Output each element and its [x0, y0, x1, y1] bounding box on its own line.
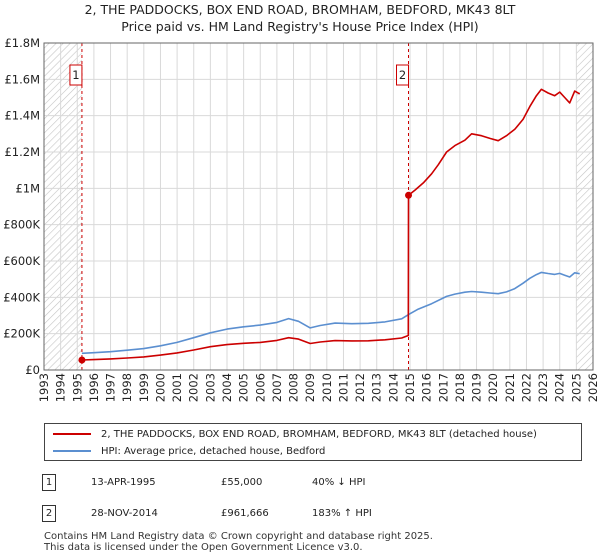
x-tick-label: 2023: [536, 373, 550, 402]
x-tick-label: 2021: [503, 373, 517, 402]
x-tick-label: 2015: [403, 373, 417, 402]
hatched-region-2: [576, 43, 593, 370]
sale-2-date: 28-NOV-2014: [91, 508, 158, 519]
plot-area: [44, 43, 593, 370]
legend-item-hpi: HPI: Average price, detached house, Bedf…: [53, 443, 325, 459]
x-tick-label: 2025: [569, 373, 583, 402]
y-tick-label: £1.8M: [4, 36, 40, 50]
y-tick-label: £600K: [3, 254, 40, 268]
sale-2-marker-label: 2: [399, 68, 406, 82]
sale-2-point: [405, 191, 413, 199]
sale-2-hpi-change: 183% ↑ HPI: [312, 508, 372, 519]
sale-1-hpi-change: 40% ↓ HPI: [312, 477, 366, 488]
sale-2-price: £961,666: [221, 508, 269, 519]
x-tick-label: 2001: [170, 373, 184, 402]
x-tick-label: 2018: [453, 373, 467, 402]
chart-title: 2, THE PADDOCKS, BOX END ROAD, BROMHAM, …: [0, 1, 600, 35]
legend-hpi-label: HPI: Average price, detached house, Bedf…: [101, 445, 326, 457]
price-chart: 1 2 £0 £200K £400K £600K £800K £1M £1.2M £1.4M £1…: [3, 36, 600, 402]
footer: Contains HM Land Registry data © Crown c…: [44, 531, 433, 553]
x-tick-label: 2000: [153, 373, 167, 402]
legend-property-label: 2, THE PADDOCKS, BOX END ROAD, BROMHAM, …: [101, 428, 537, 440]
sale-1-point: [78, 356, 86, 364]
x-tick-label: 2007: [270, 373, 284, 402]
x-tick-label: 2009: [303, 373, 317, 402]
sale-2-marker-box: [396, 64, 410, 86]
x-tick-label: 1995: [70, 373, 84, 402]
x-tick-label: 2006: [253, 373, 267, 402]
footer-copyright: Contains HM Land Registry data © Crown c…: [44, 531, 433, 542]
chart-title-line2: Price paid vs. HM Land Registry's House …: [121, 19, 479, 34]
y-tick-label: £800K: [3, 218, 40, 232]
x-tick-label: 2026: [586, 373, 600, 402]
y-tick-label: £1M: [15, 181, 40, 195]
x-tick-label: 2024: [553, 373, 567, 402]
x-tick-label: 2011: [336, 373, 350, 402]
x-tick-label: 2016: [420, 373, 434, 402]
x-tick-label: 2008: [287, 373, 301, 402]
y-tick-label: £400K: [3, 290, 40, 304]
x-tick-label: 2014: [386, 373, 400, 402]
x-tick-label: 2005: [237, 373, 251, 402]
x-tick-label: 2003: [203, 373, 217, 402]
x-tick-label: 2020: [486, 373, 500, 402]
x-tick-label: 2013: [370, 373, 384, 402]
sale-1-marker-label: 1: [72, 68, 79, 82]
x-tick-label: 1997: [104, 373, 118, 402]
hatched-region-1: [44, 43, 82, 370]
footer-licence: This data is licensed under the Open Gov…: [44, 542, 363, 553]
x-tick-label: 2019: [470, 373, 484, 402]
y-tick-label: £200K: [3, 327, 40, 341]
x-tick-label: 2012: [353, 373, 367, 402]
legend-hpi-swatch: [53, 450, 91, 452]
x-tick-label: 2022: [519, 373, 533, 402]
legend-property-swatch: [53, 433, 91, 435]
x-tick-label: 2004: [220, 373, 234, 402]
sale-2-number: 2: [42, 505, 56, 522]
sale-1-date: 13-APR-1995: [91, 477, 156, 488]
legend-item-property: 2, THE PADDOCKS, BOX END ROAD, BROMHAM, …: [53, 426, 537, 442]
x-tick-label: 2017: [436, 373, 450, 402]
x-tick-label: 2002: [187, 373, 201, 402]
x-tick-label: 1996: [87, 373, 101, 402]
x-tick-label: 1993: [37, 373, 51, 402]
property-price-line: [81, 88, 581, 361]
x-tick-label: 2010: [320, 373, 334, 402]
y-tick-label: £1.6M: [4, 72, 40, 86]
y-tick-label: £0: [25, 363, 40, 377]
sale-1-number: 1: [42, 474, 56, 491]
sale-1-price: £55,000: [221, 477, 263, 488]
y-tick-label: £1.4M: [4, 109, 40, 123]
x-tick-label: 1999: [137, 373, 151, 402]
plot-border: [43, 42, 594, 371]
x-tick-label: 1998: [120, 373, 134, 402]
chart-title-line1: 2, THE PADDOCKS, BOX END ROAD, BROMHAM, …: [84, 2, 516, 17]
x-tick-label: 1994: [54, 373, 68, 402]
sale-1-marker-box: [69, 64, 83, 86]
legend: 2, THE PADDOCKS, BOX END ROAD, BROMHAM, …: [44, 423, 582, 461]
y-tick-label: £1.2M: [4, 145, 40, 159]
